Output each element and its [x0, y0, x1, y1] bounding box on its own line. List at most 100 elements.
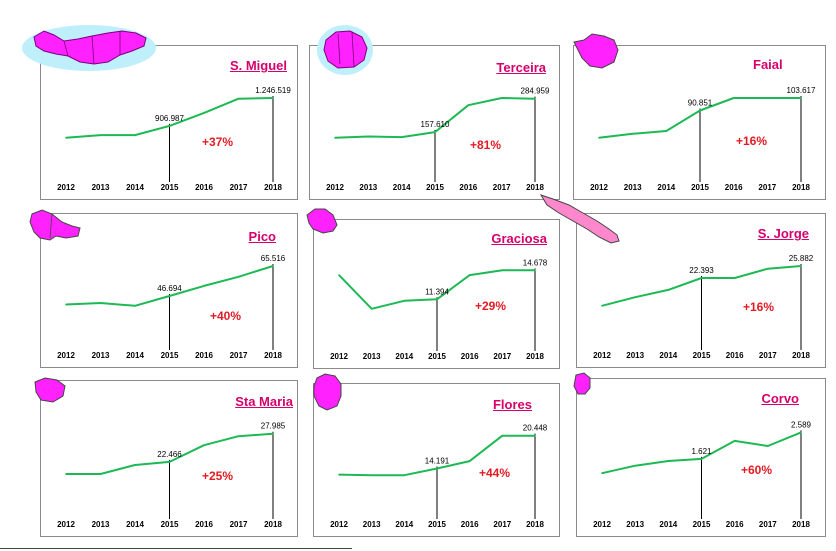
x-tick-label: 2015: [161, 520, 179, 529]
chart-panel-sta-maria: 22.466 27.985 2012 2013 2014 2015 2016 2017 2018…: [40, 380, 298, 537]
x-tick-label: 2017: [230, 520, 248, 529]
data-point-2016: [468, 274, 471, 276]
data-point-2017: [501, 269, 504, 272]
terceira-island-icon: [317, 25, 373, 75]
data-label-2015: 906.987: [155, 114, 184, 123]
data-label-2018: 27.985: [261, 422, 286, 431]
data-point-2018: [800, 431, 802, 434]
pico-island-icon: [29, 209, 81, 241]
data-label-2018: 2.589: [791, 420, 812, 429]
chart-svg-terceira: 157.610 284.959 2012 2013 2014 2015 2016 2017 20…: [326, 87, 550, 192]
x-tick-label: 2016: [726, 520, 744, 529]
data-point-2017: [237, 435, 240, 437]
chart-svg-s-jorge: 22.393 25.882 2012 2013 2014 2015 2016 2017 2018: [593, 254, 814, 360]
x-tick-label: 2016: [726, 351, 744, 360]
chart-svg-faial: 90.851 103.617 2012 2013 2014 2015 2016 2017 201…: [590, 86, 816, 192]
data-label-2018: 103.617: [787, 86, 816, 95]
x-tick-label: 2018: [264, 183, 282, 192]
data-point-2013: [99, 302, 102, 304]
data-point-2013: [370, 308, 373, 310]
data-point-2016: [203, 285, 205, 287]
data-point-2015: [434, 131, 436, 133]
chart-title: S. Miguel: [229, 58, 287, 73]
data-point-2015: [700, 277, 703, 279]
data-point-2017: [237, 97, 240, 100]
x-tick-label: 2014: [126, 351, 144, 360]
x-tick-label: 2013: [626, 351, 644, 360]
x-tick-label: 2016: [195, 351, 213, 360]
data-label-2015: 11.394: [425, 287, 449, 296]
chart-svg-graciosa: 11.394 14.678 2012 2013 2014 2015 2016 2017 2018: [330, 258, 548, 361]
x-tick-label: 2013: [624, 183, 642, 192]
data-point-2012: [338, 473, 340, 476]
data-point-2014: [134, 134, 136, 136]
x-tick-label: 2012: [593, 351, 611, 360]
x-tick-label: 2018: [264, 351, 282, 360]
x-tick-label: 2016: [195, 520, 213, 529]
data-point-2012: [598, 137, 600, 139]
x-tick-label: 2012: [57, 351, 75, 360]
growth-label: +16%: [743, 300, 775, 314]
x-tick-label: 2012: [57, 520, 75, 529]
data-point-2015: [699, 109, 701, 112]
x-tick-label: 2012: [593, 520, 611, 529]
data-point-2014: [667, 289, 670, 291]
x-tick-label: 2013: [363, 520, 381, 529]
data-point-2016: [733, 440, 736, 442]
x-tick-label: 2015: [428, 352, 446, 361]
x-tick-label: 2012: [590, 183, 608, 192]
data-point-2018: [272, 432, 274, 435]
chart-title: Pico: [248, 229, 276, 244]
x-tick-label: 2013: [363, 352, 381, 361]
chart-svg-corvo: 1.621 2.589 2012 2013 2014 2015 2016 2017 2018: [593, 420, 812, 529]
x-tick-label: 2013: [92, 183, 110, 192]
x-tick-label: 2015: [426, 183, 444, 192]
footer-rule: [0, 548, 352, 549]
data-label-2015: 14.191: [425, 456, 450, 465]
s-miguel-island-icon: [22, 25, 156, 71]
data-point-2016: [733, 277, 736, 279]
data-point-2013: [631, 133, 634, 135]
x-tick-label: 2018: [792, 520, 810, 529]
x-tick-label: 2012: [326, 183, 344, 192]
x-tick-label: 2013: [626, 520, 644, 529]
growth-label: +40%: [210, 309, 242, 323]
x-tick-label: 2016: [459, 183, 477, 192]
data-point-2015: [436, 467, 438, 470]
data-point-2014: [403, 474, 406, 476]
x-tick-label: 2017: [758, 183, 776, 192]
data-point-2017: [767, 267, 769, 270]
chart-title: Graciosa: [491, 231, 547, 246]
data-label-2018: 65.516: [261, 254, 286, 263]
x-tick-label: 2015: [428, 520, 446, 529]
data-point-2014: [134, 464, 136, 466]
x-tick-label: 2017: [493, 183, 511, 192]
chart-title: Sta Maria: [235, 394, 293, 409]
data-point-2012: [65, 473, 67, 475]
growth-label: +60%: [741, 463, 773, 477]
data-point-2017: [237, 276, 240, 278]
growth-label: +25%: [202, 469, 234, 483]
x-tick-label: 2012: [57, 183, 75, 192]
x-tick-label: 2018: [526, 183, 544, 192]
chart-panel-graciosa: 11.394 14.678 2012 2013 2014 2015 2016 2017 2018…: [313, 219, 560, 369]
data-label-2018: 14.678: [523, 258, 548, 267]
x-tick-label: 2017: [493, 520, 511, 529]
chart-panel-faial: 90.851 103.617 2012 2013 2014 2015 2016 2017 201…: [573, 45, 826, 200]
data-point-2013: [367, 135, 370, 138]
growth-label: +81%: [470, 138, 502, 152]
data-point-2015: [700, 458, 703, 460]
x-tick-label: 2013: [359, 183, 377, 192]
x-tick-label: 2013: [92, 520, 110, 529]
x-tick-label: 2015: [161, 183, 179, 192]
chart-title: Corvo: [761, 391, 799, 406]
sta-maria-island-icon: [34, 377, 66, 403]
data-point-2013: [634, 464, 636, 467]
x-tick-label: 2017: [230, 183, 248, 192]
data-label-2015: 22.393: [689, 266, 714, 275]
data-point-2013: [99, 473, 102, 475]
s-jorge-island-icon: [539, 194, 620, 244]
data-point-2016: [203, 112, 205, 114]
data-point-2016: [732, 97, 735, 99]
chart-panel-flores: 14.191 20.448 2012 2013 2014 2015 2016 2017 2018…: [313, 383, 560, 537]
